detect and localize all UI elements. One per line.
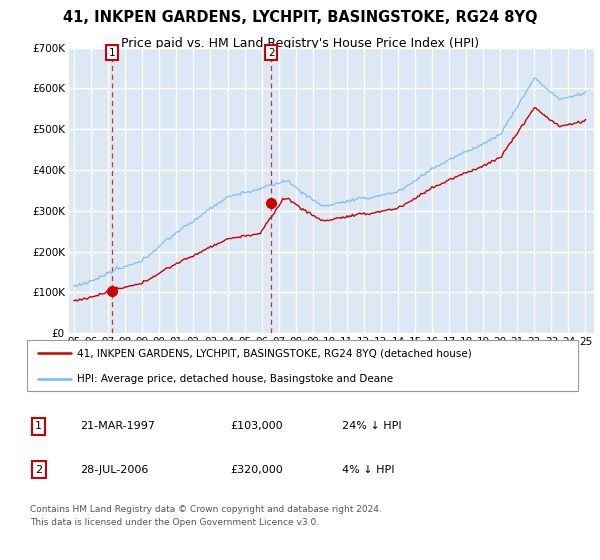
- Text: 2: 2: [268, 48, 275, 58]
- Text: HPI: Average price, detached house, Basingstoke and Deane: HPI: Average price, detached house, Basi…: [77, 374, 393, 384]
- Text: 1: 1: [109, 48, 115, 58]
- Text: 24% ↓ HPI: 24% ↓ HPI: [342, 421, 401, 431]
- Text: 21-MAR-1997: 21-MAR-1997: [80, 421, 155, 431]
- FancyBboxPatch shape: [27, 340, 578, 391]
- Text: 41, INKPEN GARDENS, LYCHPIT, BASINGSTOKE, RG24 8YQ (detached house): 41, INKPEN GARDENS, LYCHPIT, BASINGSTOKE…: [77, 348, 472, 358]
- Text: Contains HM Land Registry data © Crown copyright and database right 2024.
This d: Contains HM Land Registry data © Crown c…: [29, 505, 382, 527]
- Text: 41, INKPEN GARDENS, LYCHPIT, BASINGSTOKE, RG24 8YQ: 41, INKPEN GARDENS, LYCHPIT, BASINGSTOKE…: [63, 11, 537, 25]
- Text: £320,000: £320,000: [230, 465, 283, 475]
- Text: 2: 2: [35, 465, 42, 475]
- Text: 4% ↓ HPI: 4% ↓ HPI: [342, 465, 395, 475]
- Text: 28-JUL-2006: 28-JUL-2006: [80, 465, 148, 475]
- Text: Price paid vs. HM Land Registry's House Price Index (HPI): Price paid vs. HM Land Registry's House …: [121, 37, 479, 50]
- Text: £103,000: £103,000: [230, 421, 283, 431]
- Text: 1: 1: [35, 421, 42, 431]
